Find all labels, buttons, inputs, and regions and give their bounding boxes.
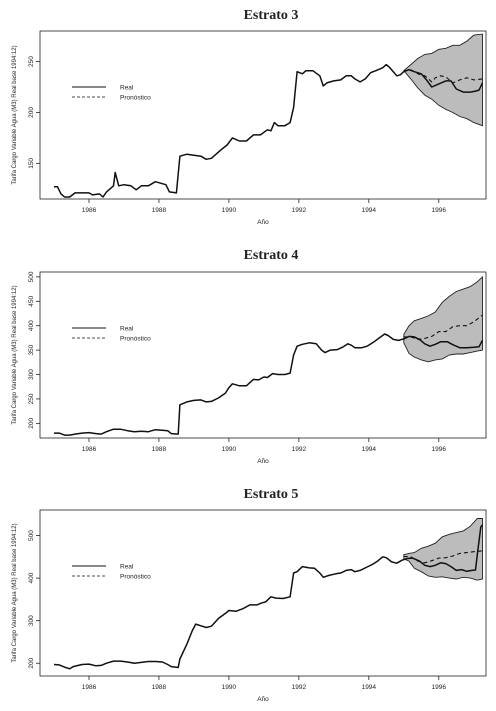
y-tick-label: 200 [28,657,35,668]
x-tick-label: 1990 [222,446,237,453]
y-tick-label: 500 [28,271,35,282]
y-tick-label: 450 [28,295,35,306]
chart-panel-1: Estrato 3 1986 1988 1990 1992 1994 1996 150 200 2… [12,8,487,226]
y-tick-label: 500 [28,530,35,541]
y-axis-label: Tarifa Cargo Variable Agua (M3) Real bas… [12,285,18,424]
x-tick-label: 1986 [82,684,97,691]
x-tick-label: 1996 [432,684,447,691]
chart-title: Estrato 5 [244,487,299,502]
x-tick-label: 1990 [222,684,237,691]
y-axis-label: Tarifa Cargo Variable Agua (M3) Real bas… [12,45,18,184]
chart-title: Estrato 4 [244,248,299,263]
x-tick-label: 1988 [152,207,167,214]
forecast-interval-band [403,275,483,363]
legend: Real Pronóstico [72,325,151,342]
series-line-real [54,63,484,198]
chart-panel-2: Estrato 4 1986 1988 1990 1992 1994 1996 200 250 3… [12,248,487,465]
plot-frame [39,509,487,677]
x-tick-label: 1996 [432,446,447,453]
y-tick-label: 200 [28,418,35,429]
chart-title: Estrato 3 [244,8,299,23]
x-tick-label: 1996 [432,207,447,214]
x-tick-label: 1994 [362,684,377,691]
series-line-real [54,333,484,436]
legend-label: Real [120,84,134,91]
plot-frame [39,271,487,439]
y-tick-label: 300 [28,615,35,626]
y-tick-label: 300 [28,369,35,380]
x-tick-label: 1988 [152,446,167,453]
x-tick-label: 1986 [82,207,97,214]
x-tick-label: 1994 [362,207,377,214]
legend: Real Pronóstico [72,84,151,101]
legend-label: Pronóstico [120,94,151,101]
y-tick-label: 400 [28,320,35,331]
x-tick-label: 1994 [362,446,377,453]
legend-label: Real [120,563,134,570]
y-tick-label: 200 [28,107,35,118]
legend-label: Pronóstico [120,573,151,580]
chart-panel-3: Estrato 5 1986 1988 1990 1992 1994 1996 200 300 4… [12,487,487,703]
y-axis-label: Tarifa Cargo Variable Agua (M3) Real bas… [12,523,18,662]
forecast-interval-band [403,33,483,127]
x-tick-label: 1988 [152,684,167,691]
x-tick-label: 1992 [292,207,307,214]
x-axis-label: Año [257,458,269,465]
x-tick-label: 1992 [292,684,307,691]
x-tick-label: 1992 [292,446,307,453]
legend: Real Pronóstico [72,563,151,580]
x-tick-label: 1990 [222,207,237,214]
series-line-real [53,524,484,670]
x-tick-label: 1986 [82,446,97,453]
legend-label: Pronóstico [120,335,151,342]
x-axis-label: Año [257,696,269,703]
y-tick-label: 400 [28,572,35,583]
y-tick-label: 250 [28,56,35,67]
y-tick-label: 350 [28,344,35,355]
x-axis-label: Año [257,219,269,226]
y-tick-label: 150 [28,158,35,169]
plot-frame [39,30,487,200]
legend-label: Real [120,325,134,332]
y-tick-label: 250 [28,393,35,404]
series-line-pronostico [403,69,483,84]
